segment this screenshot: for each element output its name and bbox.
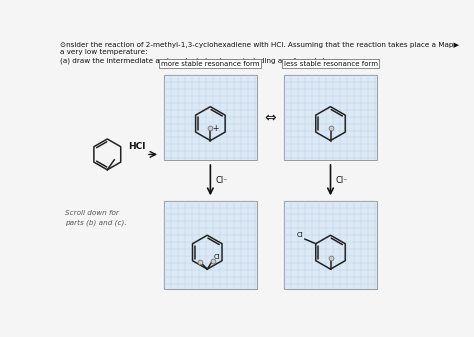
Text: HCl: HCl bbox=[128, 142, 146, 151]
Text: less stable resonance form: less stable resonance form bbox=[283, 61, 377, 67]
Text: +: + bbox=[213, 124, 219, 133]
Text: Scroll down for
parts (b) and (c).: Scroll down for parts (b) and (c). bbox=[65, 210, 127, 225]
Bar bbox=[284, 75, 377, 160]
Text: a very low temperature:: a very low temperature: bbox=[60, 49, 147, 55]
Text: Cl⁻: Cl⁻ bbox=[215, 176, 228, 185]
Text: (a) draw the intermediate and product structures, including any formal charges.: (a) draw the intermediate and product st… bbox=[60, 57, 349, 64]
Bar bbox=[164, 75, 257, 160]
Text: ⊙nsider the reaction of 2-methyl-1,3-cyclohexadiene with HCl. Assuming that the : ⊙nsider the reaction of 2-methyl-1,3-cyc… bbox=[60, 42, 459, 48]
Bar bbox=[164, 201, 257, 289]
Text: Cl: Cl bbox=[297, 232, 303, 238]
Text: more stable resonance form: more stable resonance form bbox=[161, 61, 260, 67]
Text: Cl: Cl bbox=[213, 254, 220, 260]
Text: ⇔: ⇔ bbox=[264, 111, 276, 124]
Text: Cl⁻: Cl⁻ bbox=[335, 176, 348, 185]
Bar bbox=[284, 201, 377, 289]
